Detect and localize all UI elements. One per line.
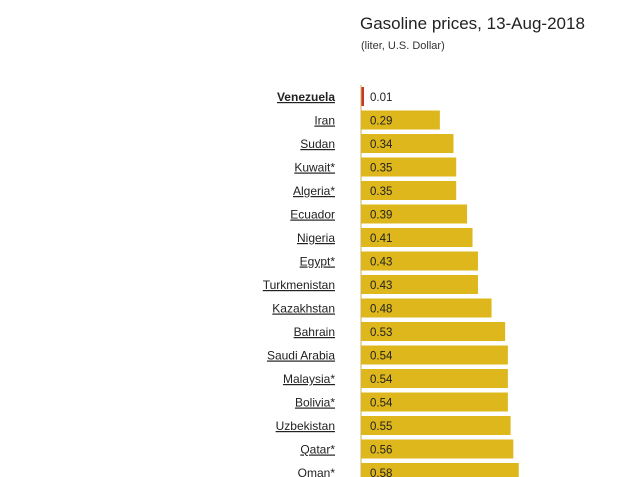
bar-kuwait	[361, 157, 457, 177]
value-label: 0.53	[370, 327, 392, 339]
value-label: 0.35	[370, 163, 392, 175]
value-label: 0.54	[370, 398, 393, 410]
value-label: 0.35	[370, 186, 392, 198]
value-label: 0.54	[370, 374, 393, 386]
value-label: 0.43	[370, 280, 392, 292]
category-label: Bahrain	[294, 325, 335, 339]
bar-nigeria	[361, 228, 473, 247]
category-label: Venezuela	[277, 90, 335, 104]
value-label: 0.39	[370, 210, 392, 222]
bar-egypt	[361, 251, 478, 271]
bar-sudan	[361, 134, 454, 153]
bar-saudi-arabia	[361, 345, 508, 365]
category-label: Algeria*	[293, 184, 335, 198]
value-label: 0.55	[370, 421, 392, 433]
bar-bolivia	[361, 392, 508, 412]
bar-oman	[361, 463, 519, 477]
chart-title: Gasoline prices, 13-Aug-2018	[360, 14, 585, 33]
category-label: Nigeria	[297, 231, 335, 245]
value-label: 0.41	[370, 233, 392, 245]
chart-subtitle: (liter, U.S. Dollar)	[361, 40, 445, 52]
bar-ecuador	[361, 204, 468, 224]
value-label: 0.43	[370, 257, 392, 269]
bar-bahrain	[361, 322, 506, 341]
bar-kazakhstan	[361, 298, 492, 318]
value-label: 0.58	[370, 468, 392, 477]
category-label: Ecuador	[290, 208, 335, 222]
bar-venezuela	[361, 87, 364, 106]
value-label: 0.54	[370, 351, 393, 363]
bar-algeria	[361, 181, 457, 200]
category-label: Sudan	[300, 137, 335, 151]
bars-group: Venezuela 0.01 Iran 0.29 Sudan 0.34 Kuwait* 0.3…	[263, 87, 519, 477]
category-label: Bolivia*	[295, 396, 335, 410]
category-label: Kuwait*	[294, 161, 335, 175]
value-label: 0.56	[370, 445, 392, 457]
bar-iran	[361, 110, 440, 130]
value-label: 0.01	[370, 92, 392, 104]
category-label: Qatar*	[300, 443, 335, 457]
value-label: 0.48	[370, 304, 392, 316]
category-label: Malaysia*	[283, 372, 335, 386]
category-label: Iran	[314, 114, 335, 128]
value-label: 0.34	[370, 139, 393, 151]
category-label: Saudi Arabia	[267, 349, 335, 363]
bar-turkmenistan	[361, 275, 478, 294]
category-label: Oman*	[298, 466, 336, 477]
bar-uzbekistan	[361, 416, 511, 435]
bar-malaysia	[361, 369, 508, 388]
value-label: 0.29	[370, 116, 392, 128]
category-label: Egypt*	[300, 255, 336, 269]
bar-qatar	[361, 439, 514, 459]
category-label: Kazakhstan	[272, 302, 335, 316]
category-label: Turkmenistan	[263, 278, 335, 292]
category-label: Uzbekistan	[276, 419, 335, 433]
